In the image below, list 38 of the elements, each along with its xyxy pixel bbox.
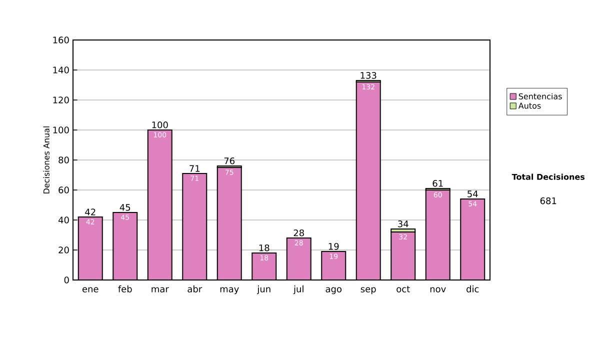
text: 681 — [540, 197, 556, 204]
legend-label: Sentencias — [518, 93, 562, 100]
x-tick-label: sep — [360, 287, 376, 294]
total-label: 71 — [190, 165, 200, 172]
total-label: 76 — [224, 157, 235, 164]
y-tick-label: 20 — [58, 246, 69, 254]
x-tick-label: ene — [82, 287, 98, 292]
total-label: 28 — [294, 229, 304, 236]
x-tick-label: jun — [257, 285, 270, 294]
total-label: 54 — [468, 190, 478, 198]
y-axis-title: Decisiones Anual — [43, 126, 50, 194]
total-label: 100 — [152, 121, 168, 128]
y-tick-label: 80 — [58, 156, 69, 164]
x-tick-label: may — [220, 287, 239, 294]
x-tick-label: feb — [118, 285, 132, 292]
total-label: 34 — [398, 220, 408, 228]
total-label: 42 — [85, 208, 96, 216]
x-tick-label: ago — [326, 287, 342, 294]
text: Total Decisiones — [512, 174, 585, 180]
total-label: 18 — [259, 244, 270, 252]
x-tick-label: abr — [188, 285, 202, 292]
x-tick-label: mar — [152, 287, 169, 292]
y-tick-label: 160 — [53, 36, 69, 44]
y-tick-label: 40 — [58, 216, 69, 224]
x-tick-label: nov — [430, 287, 446, 292]
y-tick-label: 0 — [64, 276, 69, 284]
x-tick-label: oct — [396, 286, 410, 292]
x-tick-label: dic — [466, 285, 479, 292]
y-tick-label: 60 — [58, 186, 69, 194]
total-label: 45 — [120, 204, 130, 211]
y-tick-label: 140 — [53, 66, 69, 74]
total-label: 61 — [432, 180, 443, 187]
total-label: 19 — [328, 242, 339, 250]
legend-label: Autos — [518, 102, 541, 109]
y-tick-label: 120 — [53, 96, 69, 104]
y-tick-label: 100 — [53, 126, 69, 134]
x-tick-label: jul — [293, 285, 304, 294]
total-label: 133 — [360, 72, 376, 79]
